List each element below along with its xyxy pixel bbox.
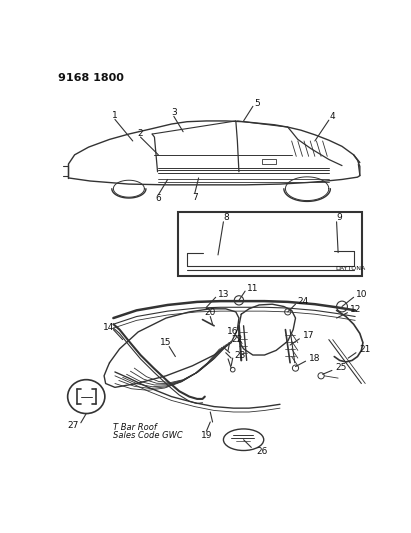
Bar xyxy=(178,212,362,276)
Text: 9168 1800: 9168 1800 xyxy=(58,73,123,83)
Text: 8: 8 xyxy=(224,213,229,222)
Text: 23: 23 xyxy=(234,351,246,360)
Text: 13: 13 xyxy=(218,290,229,298)
Ellipse shape xyxy=(224,429,264,450)
Circle shape xyxy=(292,365,299,371)
Text: DAYTONA: DAYTONA xyxy=(336,265,366,271)
Circle shape xyxy=(234,296,244,305)
Text: 7: 7 xyxy=(192,193,198,203)
Text: 16: 16 xyxy=(227,327,238,336)
Text: 15: 15 xyxy=(160,338,172,347)
Text: 12: 12 xyxy=(350,305,361,314)
Circle shape xyxy=(337,301,347,312)
Text: Sales Code GWC: Sales Code GWC xyxy=(113,431,183,440)
Text: 1: 1 xyxy=(112,111,118,120)
Text: 19: 19 xyxy=(201,431,212,440)
Circle shape xyxy=(318,373,324,379)
Bar xyxy=(262,159,276,164)
Text: 9: 9 xyxy=(337,213,342,222)
Text: 3: 3 xyxy=(171,108,177,117)
Text: 22: 22 xyxy=(231,335,242,344)
Circle shape xyxy=(231,367,235,372)
Text: 21: 21 xyxy=(359,345,370,354)
Text: 5: 5 xyxy=(254,99,260,108)
Text: 18: 18 xyxy=(309,353,320,362)
Text: 6: 6 xyxy=(155,194,161,203)
Text: 2: 2 xyxy=(138,129,143,138)
Text: 17: 17 xyxy=(302,332,314,340)
Text: 20: 20 xyxy=(205,308,216,317)
Text: 26: 26 xyxy=(256,447,267,456)
Text: 25: 25 xyxy=(335,363,346,372)
Ellipse shape xyxy=(68,379,105,414)
Text: 10: 10 xyxy=(356,290,367,298)
Text: 24: 24 xyxy=(298,297,309,305)
Text: 4: 4 xyxy=(329,112,335,121)
Text: 27: 27 xyxy=(67,422,79,430)
Circle shape xyxy=(285,309,291,315)
Text: T Bar Roof: T Bar Roof xyxy=(113,423,157,432)
Text: 11: 11 xyxy=(247,284,259,293)
Text: 14: 14 xyxy=(103,323,114,332)
